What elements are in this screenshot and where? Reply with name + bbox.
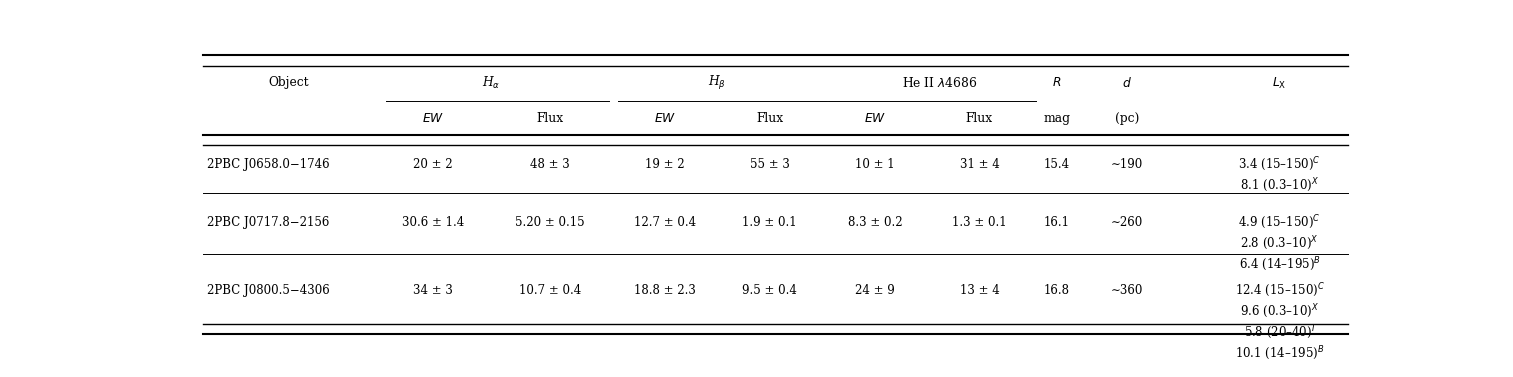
Text: 19 ± 2: 19 ± 2 (646, 158, 685, 171)
Text: 9.5 ± 0.4: 9.5 ± 0.4 (741, 284, 797, 297)
Text: 2PBC J0658.0−1746: 2PBC J0658.0−1746 (207, 158, 330, 171)
Text: ∼190: ∼190 (1111, 158, 1144, 171)
Text: 6.4 (14–195)$^B$: 6.4 (14–195)$^B$ (1239, 255, 1321, 273)
Text: 18.8 ± 2.3: 18.8 ± 2.3 (634, 284, 696, 297)
Text: 24 ± 9: 24 ± 9 (855, 284, 896, 297)
Text: ∼360: ∼360 (1111, 284, 1144, 297)
Text: 1.3 ± 0.1: 1.3 ± 0.1 (952, 216, 1006, 229)
Text: 9.6 (0.3–10)$^X$: 9.6 (0.3–10)$^X$ (1241, 303, 1319, 320)
Text: 16.1: 16.1 (1044, 216, 1070, 229)
Text: H$_{\alpha}$: H$_{\alpha}$ (483, 75, 501, 91)
Text: 10 ± 1: 10 ± 1 (855, 158, 894, 171)
Text: 4.9 (15–150)$^C$: 4.9 (15–150)$^C$ (1238, 213, 1321, 231)
Text: 20 ± 2: 20 ± 2 (413, 158, 452, 171)
Text: 8.3 ± 0.2: 8.3 ± 0.2 (847, 216, 902, 229)
Text: $R$: $R$ (1052, 77, 1062, 89)
Text: $EW$: $EW$ (864, 112, 887, 125)
Text: 2.8 (0.3–10)$^X$: 2.8 (0.3–10)$^X$ (1241, 234, 1319, 252)
Text: $EW$: $EW$ (422, 112, 445, 125)
Text: 2PBC J0800.5−4306: 2PBC J0800.5−4306 (207, 284, 330, 297)
Text: 15.4: 15.4 (1044, 158, 1070, 171)
Text: Flux: Flux (537, 112, 564, 125)
Text: Flux: Flux (756, 112, 784, 125)
Text: 34 ± 3: 34 ± 3 (413, 284, 452, 297)
Text: 1.9 ± 0.1: 1.9 ± 0.1 (743, 216, 797, 229)
Text: 55 ± 3: 55 ± 3 (749, 158, 790, 171)
Text: 10.1 (14–195)$^B$: 10.1 (14–195)$^B$ (1235, 345, 1324, 362)
Text: 31 ± 4: 31 ± 4 (959, 158, 999, 171)
Text: $L_{\rm X}$: $L_{\rm X}$ (1272, 75, 1288, 90)
Text: Flux: Flux (965, 112, 993, 125)
Text: 10.7 ± 0.4: 10.7 ± 0.4 (519, 284, 581, 297)
Text: 13 ± 4: 13 ± 4 (959, 284, 999, 297)
Text: $d$: $d$ (1123, 76, 1132, 90)
Text: Object: Object (268, 77, 309, 89)
Text: 8.1 (0.3–10)$^X$: 8.1 (0.3–10)$^X$ (1241, 176, 1319, 194)
Text: 5.20 ± 0.15: 5.20 ± 0.15 (516, 216, 586, 229)
Text: (pc): (pc) (1115, 112, 1139, 125)
Text: mag: mag (1044, 112, 1070, 125)
Text: 12.4 (15–150)$^C$: 12.4 (15–150)$^C$ (1235, 282, 1325, 299)
Text: 16.8: 16.8 (1044, 284, 1070, 297)
Text: 30.6 ± 1.4: 30.6 ± 1.4 (402, 216, 464, 229)
Text: 3.4 (15–150)$^C$: 3.4 (15–150)$^C$ (1238, 155, 1321, 173)
Text: 2PBC J0717.8−2156: 2PBC J0717.8−2156 (207, 216, 330, 229)
Text: 5.8 (20–40)$^I$: 5.8 (20–40)$^I$ (1244, 323, 1315, 341)
Text: 12.7 ± 0.4: 12.7 ± 0.4 (634, 216, 696, 229)
Text: ∼260: ∼260 (1111, 216, 1144, 229)
Text: H$_{\beta}$: H$_{\beta}$ (708, 74, 726, 92)
Text: $EW$: $EW$ (654, 112, 676, 125)
Text: 48 ± 3: 48 ± 3 (531, 158, 570, 171)
Text: He II $\lambda$4686: He II $\lambda$4686 (902, 76, 977, 90)
